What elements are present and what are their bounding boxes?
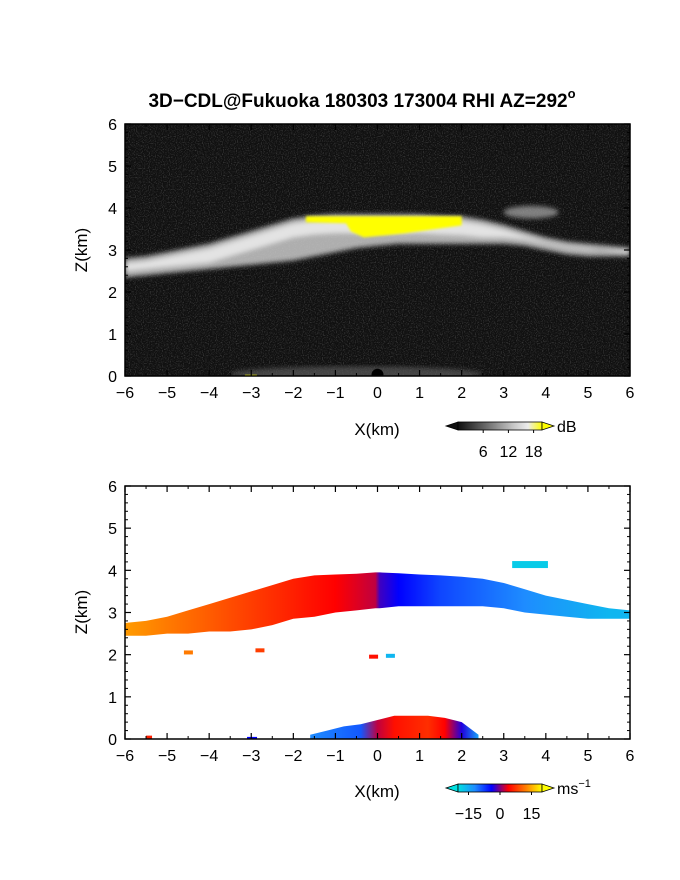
velocity-speckle [255,648,265,653]
colorbar-unit: dB [557,419,577,436]
figure-title: 3D−CDL@Fukuoka 180303 173004 RHI AZ=292o [148,86,575,112]
velocity-colorbar: −15 0 15 ms−1 [444,778,591,823]
x-tick-label: −3 [242,748,260,765]
colorbar-tick-label: −15 [455,806,482,823]
reflectivity-cloud-layer [125,205,630,278]
y-tick-label: 4 [108,201,117,218]
colorbar-lower-extension [444,421,459,431]
x-tick-label: 0 [373,385,382,402]
reflectivity-x-axis-label: X(km) [354,420,399,439]
colorbar-unit: ms−1 [557,778,591,798]
y-tick-label: 5 [108,521,117,538]
cloud-layer-core [125,219,630,271]
colorbar-lower-extension [444,783,459,793]
x-tick-label: −1 [326,385,344,402]
x-tick-label: 3 [499,385,508,402]
colorbar-gradient [457,783,543,793]
saturated-echo [305,216,462,238]
y-tick-label: 6 [108,117,117,134]
x-tick-label: −3 [242,385,260,402]
upper-wisp [503,205,559,219]
colorbar-gradient [457,421,543,431]
reflectivity-saturated-region [305,216,462,238]
x-tick-label: −1 [326,748,344,765]
colorbar-tick-label: 6 [479,444,488,461]
reflectivity-plot-area [125,124,630,376]
y-tick-label: 2 [108,285,117,302]
y-tick-label: 6 [108,479,117,496]
x-tick-label: −2 [284,385,302,402]
y-tick-label: 5 [108,159,117,176]
y-tick-label: 3 [108,243,117,260]
x-tick-label: 2 [457,385,466,402]
velocity-upper-fragment [512,561,548,569]
velocity-layer-band [125,572,630,636]
colorbar-tick-label: 0 [496,806,505,823]
reflectivity-y-axis-label: Z(km) [72,228,91,272]
velocity-ground-pixel [247,736,258,739]
velocity-y-axis-label: Z(km) [72,590,91,634]
velocity-speckle [385,653,395,658]
y-tick-label: 3 [108,606,117,623]
x-tick-label: 6 [626,385,635,402]
y-tick-label: 1 [108,690,117,707]
colorbar-unit-text: ms [557,781,578,798]
x-tick-label: −6 [116,748,134,765]
x-tick-label: −2 [284,748,302,765]
x-tick-label: −4 [200,385,218,402]
x-tick-label: 4 [541,748,550,765]
velocity-plot-area [125,486,630,739]
velocity-low-level-echo [146,715,479,739]
x-tick-label: 4 [541,385,550,402]
colorbar-unit-superscript: −1 [578,778,591,790]
velocity-speckle [183,650,193,655]
colorbar-unit-text: dB [557,419,577,436]
y-tick-label: 1 [108,327,117,344]
x-tick-label: −5 [158,748,176,765]
y-tick-label: 2 [108,648,117,665]
colorbar-upper-extension [541,783,556,793]
velocity-x-ticks: −6 −5 −4 −3 −2 −1 0 1 2 3 4 5 6 [116,486,635,765]
reflectivity-y-ticks: 0 1 2 3 4 5 6 [108,117,630,386]
reflectivity-x-ticks: −6 −5 −4 −3 −2 −1 0 1 2 3 4 5 6 [116,124,635,402]
colorbar-tick-label: 18 [525,444,543,461]
colorbar-tick-label: 15 [523,806,541,823]
x-tick-label: 6 [626,748,635,765]
x-tick-label: 0 [373,748,382,765]
x-tick-label: −5 [158,385,176,402]
velocity-cloud-layer [125,561,630,659]
x-tick-label: 3 [499,748,508,765]
y-tick-label: 0 [108,732,117,749]
velocity-ground-pixel [146,735,153,739]
reflectivity-colorbar: 6 12 18 dB [444,419,577,461]
velocity-speckle [369,654,379,659]
colorbar-tick-label: 12 [500,444,518,461]
velocity-y-ticks: 0 1 2 3 4 5 6 [108,479,630,749]
velocity-x-axis-label: X(km) [354,782,399,801]
x-tick-label: 5 [583,385,592,402]
colorbar-upper-extension [541,421,556,431]
low-level-echo-band [310,715,479,739]
x-tick-label: 5 [583,748,592,765]
x-tick-label: 1 [415,748,424,765]
x-tick-label: 1 [415,385,424,402]
y-tick-label: 4 [108,563,117,580]
x-tick-label: 2 [457,748,466,765]
x-tick-label: −4 [200,748,218,765]
y-tick-label: 0 [108,369,117,386]
x-tick-label: −6 [116,385,134,402]
